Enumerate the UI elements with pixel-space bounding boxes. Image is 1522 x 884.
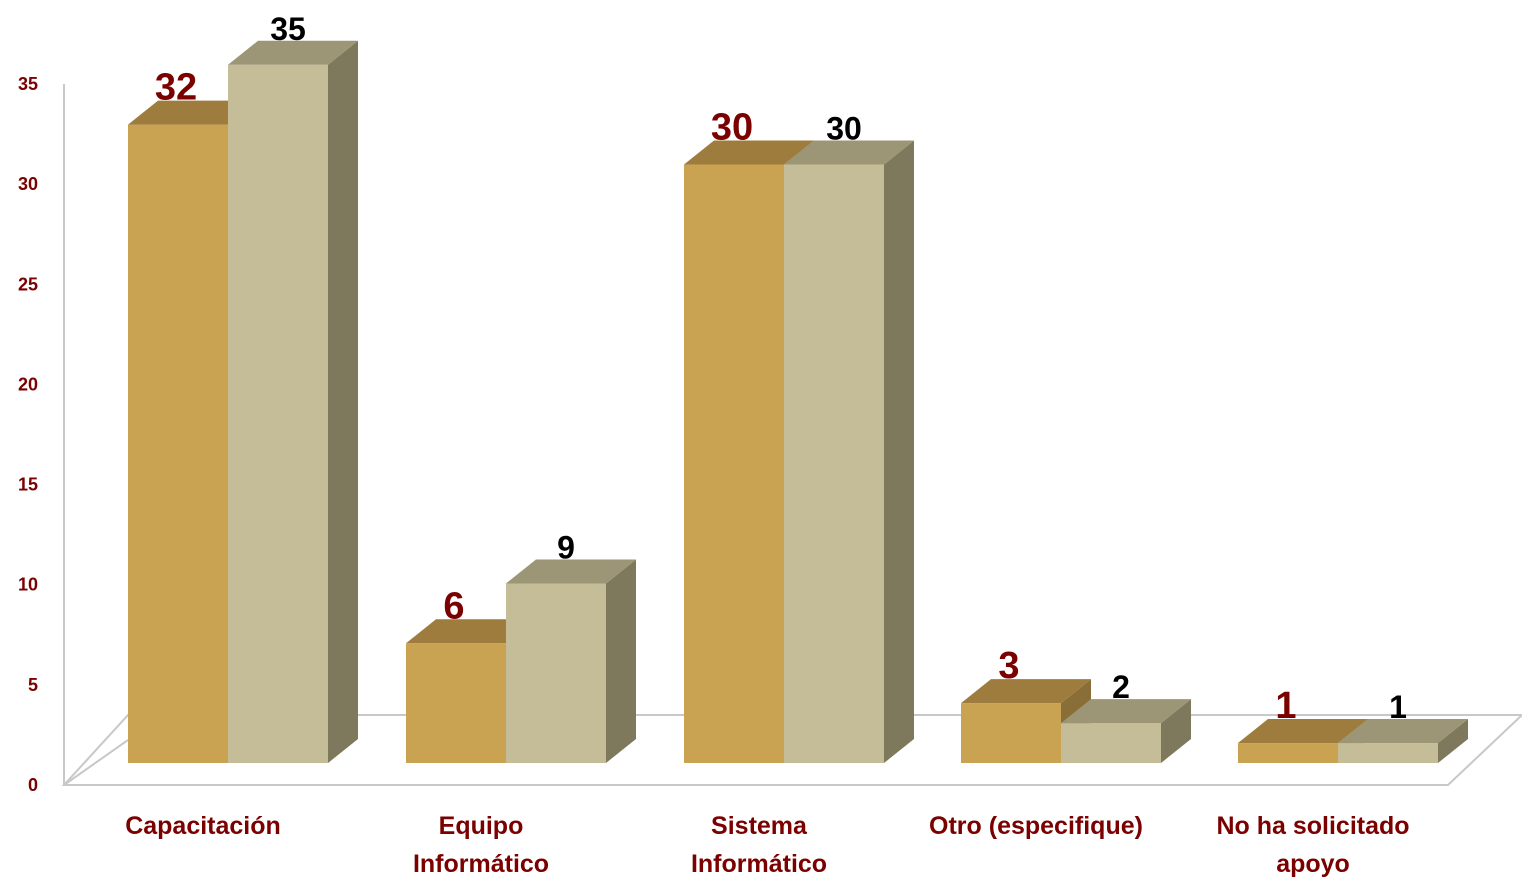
y-tick-label: 30 xyxy=(18,174,38,194)
y-tick-label: 25 xyxy=(18,274,38,294)
bar xyxy=(406,643,506,763)
bar-top xyxy=(961,679,1091,704)
x-tick-label: apoyo xyxy=(1276,850,1350,878)
data-label: 1 xyxy=(1275,685,1296,727)
bar xyxy=(684,164,784,763)
bar-top xyxy=(228,40,358,65)
data-label: 9 xyxy=(557,529,575,565)
x-tick-label: Informático xyxy=(691,850,827,878)
bar-top xyxy=(506,559,636,584)
bar-side xyxy=(1438,719,1468,763)
y-tick-label: 5 xyxy=(28,675,38,695)
y-tick-label: 20 xyxy=(18,374,38,394)
bar-side xyxy=(328,40,358,763)
y-tick-label: 35 xyxy=(18,74,38,94)
bar-top xyxy=(1238,719,1368,744)
y-tick-label: 10 xyxy=(18,575,38,595)
data-label: 3 xyxy=(998,645,1019,687)
x-tick-label: Sistema xyxy=(711,812,808,840)
bar xyxy=(1338,743,1438,763)
x-tick-label: Otro (especifique) xyxy=(929,812,1143,840)
bar-side xyxy=(1161,699,1191,763)
bar-top xyxy=(1338,719,1468,744)
data-label: 2 xyxy=(1112,669,1130,705)
bar xyxy=(228,64,328,763)
y-tick-label: 15 xyxy=(18,475,38,495)
bar-side xyxy=(884,140,914,763)
bar-side xyxy=(606,559,636,763)
floor-left-edge xyxy=(63,739,129,786)
data-label: 32 xyxy=(155,67,197,109)
data-label: 6 xyxy=(443,585,464,627)
bar-top xyxy=(784,140,914,165)
y-tick-label: 0 xyxy=(28,775,38,795)
bar-top xyxy=(406,619,536,644)
bar-top xyxy=(1061,699,1191,724)
data-label: 30 xyxy=(826,111,862,147)
bar-top xyxy=(128,100,258,125)
data-label: 30 xyxy=(711,107,753,149)
data-label: 1 xyxy=(1389,689,1407,725)
data-label: 35 xyxy=(270,11,306,47)
x-tick-label: Equipo xyxy=(439,812,524,840)
bar-top xyxy=(684,140,814,165)
x-tick-label: No ha solicitado xyxy=(1216,812,1409,840)
bar xyxy=(1238,743,1338,763)
bar xyxy=(784,164,884,763)
bar xyxy=(128,124,228,764)
bar xyxy=(1061,723,1161,763)
x-tick-label: Informático xyxy=(413,850,549,878)
x-tick-label: Capacitación xyxy=(125,812,281,840)
bar xyxy=(506,583,606,763)
bar xyxy=(961,703,1061,763)
